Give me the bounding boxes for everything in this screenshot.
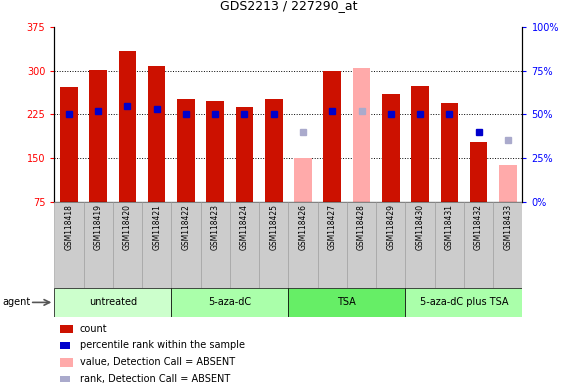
Bar: [464, 202, 493, 288]
Bar: [323, 71, 341, 202]
Bar: [60, 87, 78, 202]
Bar: [171, 288, 288, 317]
Bar: [54, 202, 83, 288]
Text: GSM118431: GSM118431: [445, 204, 454, 250]
Bar: [435, 202, 464, 288]
Bar: [288, 288, 405, 317]
Bar: [83, 202, 112, 288]
Bar: [89, 70, 107, 202]
Text: GSM118419: GSM118419: [94, 204, 103, 250]
Bar: [405, 288, 522, 317]
Bar: [376, 202, 405, 288]
Bar: [353, 68, 370, 202]
Text: GDS2213 / 227290_at: GDS2213 / 227290_at: [220, 0, 357, 12]
Bar: [470, 142, 488, 202]
Bar: [265, 99, 283, 202]
Text: untreated: untreated: [89, 297, 137, 308]
Bar: [236, 107, 254, 202]
Text: value, Detection Call = ABSENT: value, Detection Call = ABSENT: [80, 357, 235, 367]
Text: GSM118429: GSM118429: [386, 204, 395, 250]
Bar: [441, 103, 458, 202]
Bar: [317, 202, 347, 288]
Text: GSM118430: GSM118430: [416, 204, 425, 250]
Bar: [113, 202, 142, 288]
Bar: [119, 51, 136, 202]
Bar: [499, 165, 517, 202]
Text: GSM118418: GSM118418: [65, 204, 74, 250]
Bar: [54, 288, 171, 317]
Bar: [347, 202, 376, 288]
Bar: [148, 66, 166, 202]
Bar: [171, 202, 200, 288]
Text: GSM118421: GSM118421: [152, 204, 161, 250]
Text: 5-aza-dC: 5-aza-dC: [208, 297, 251, 308]
Text: GSM118422: GSM118422: [182, 204, 191, 250]
Bar: [177, 99, 195, 202]
Bar: [405, 202, 435, 288]
Bar: [294, 158, 312, 202]
Bar: [200, 202, 230, 288]
Text: GSM118433: GSM118433: [503, 204, 512, 250]
Text: 5-aza-dC plus TSA: 5-aza-dC plus TSA: [420, 297, 508, 308]
Bar: [259, 202, 288, 288]
Bar: [207, 101, 224, 202]
Text: GSM118428: GSM118428: [357, 204, 366, 250]
Bar: [230, 202, 259, 288]
Text: count: count: [80, 324, 107, 334]
Bar: [288, 202, 317, 288]
Text: TSA: TSA: [337, 297, 356, 308]
Text: GSM118432: GSM118432: [474, 204, 483, 250]
Bar: [411, 86, 429, 202]
Bar: [382, 94, 400, 202]
Text: GSM118424: GSM118424: [240, 204, 249, 250]
Text: GSM118423: GSM118423: [211, 204, 220, 250]
Text: agent: agent: [3, 297, 31, 308]
Text: GSM118426: GSM118426: [299, 204, 308, 250]
Text: GSM118427: GSM118427: [328, 204, 337, 250]
Text: rank, Detection Call = ABSENT: rank, Detection Call = ABSENT: [80, 374, 230, 384]
Text: percentile rank within the sample: percentile rank within the sample: [80, 340, 245, 350]
Bar: [142, 202, 171, 288]
Bar: [493, 202, 522, 288]
Text: GSM118425: GSM118425: [269, 204, 278, 250]
Text: GSM118420: GSM118420: [123, 204, 132, 250]
